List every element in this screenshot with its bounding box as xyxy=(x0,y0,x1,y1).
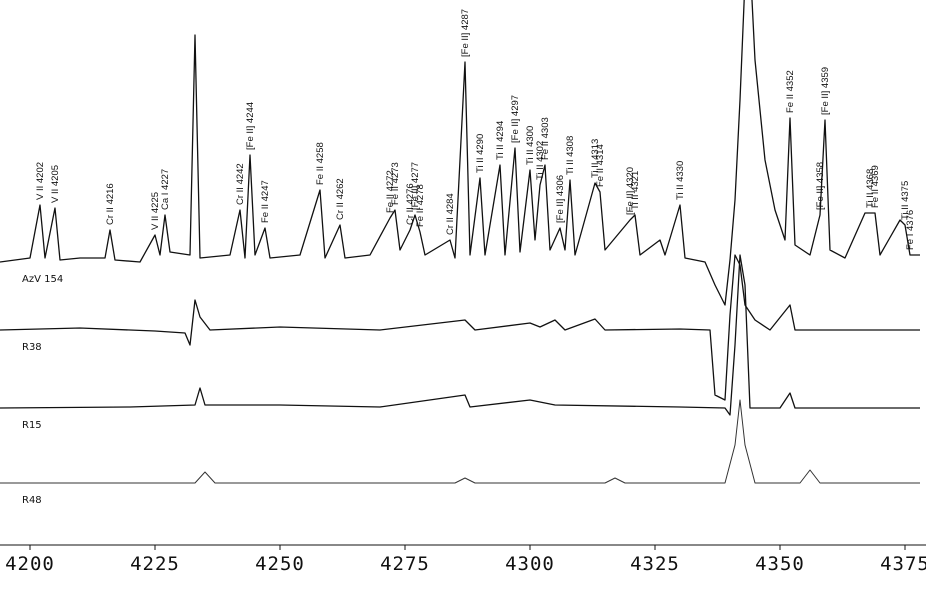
line-label: [Fe II] 4277 xyxy=(410,162,421,210)
x-tick-label: 4200 xyxy=(5,553,55,575)
line-label: Ti II 4300 xyxy=(525,126,536,165)
x-tick-label: 4225 xyxy=(130,553,180,575)
line-label: Ti II 4302 xyxy=(535,141,546,180)
line-label: Ti II 4290 xyxy=(475,134,486,173)
spectrum-line xyxy=(0,254,920,416)
line-label: V II 4225 xyxy=(150,192,161,230)
x-tick-label: 4275 xyxy=(380,553,430,575)
line-label: [Fe II] 4359 xyxy=(820,67,831,115)
line-label: Fe II 4352 xyxy=(785,70,796,113)
line-label: Ti II 4375 xyxy=(900,181,911,220)
line-label: Fe II 4303 xyxy=(540,117,551,160)
line-label: Cr II 4262 xyxy=(335,178,346,220)
line-label: Fe II 4278 xyxy=(415,184,426,227)
line-label: Ti II 4308 xyxy=(565,136,576,175)
line-label: [Fe II] 4306 xyxy=(555,175,566,223)
plot-area xyxy=(0,0,920,484)
line-label: V II 4202 xyxy=(35,162,46,200)
spectrum-line xyxy=(0,0,920,306)
line-label: V II 4205 xyxy=(50,165,61,203)
line-label: Ti II 4313 xyxy=(590,139,601,178)
line-label: [Fe II] 4297 xyxy=(510,95,521,143)
line-label: Fe II 4314 xyxy=(595,144,606,187)
line-label: Fe II 4369 xyxy=(870,165,881,208)
series-label: R38 xyxy=(22,342,42,353)
x-tick-label: 4250 xyxy=(255,553,305,575)
line-label: Ca I 4227 xyxy=(160,169,171,210)
line-label: Cr II 4276 xyxy=(405,183,416,225)
series-label: R15 xyxy=(22,420,42,431)
x-tick-label: 4300 xyxy=(505,553,555,575)
line-label: Fe II 4258 xyxy=(315,142,326,185)
series-label: AzV 154 xyxy=(22,274,63,285)
x-tick-label: 4375 xyxy=(880,553,926,575)
line-label: Fe II 4272 xyxy=(385,170,396,213)
line-label: [Fe II] 4358 xyxy=(815,162,826,210)
line-label: [Fe II] 4244 xyxy=(245,102,256,150)
line-label: Fe II 4273 xyxy=(390,162,401,205)
series-label: R48 xyxy=(22,495,42,506)
spectrum-line xyxy=(0,254,920,401)
spectrum-line xyxy=(0,399,920,484)
x-tick-label: 4350 xyxy=(755,553,805,575)
line-label: Ti II 4368 xyxy=(865,169,876,208)
line-label: Cr II 4284 xyxy=(445,193,456,235)
line-label: Ti II 4330 xyxy=(675,161,686,200)
line-label: Ti II 4321 xyxy=(630,171,641,210)
line-label: Cr II 4216 xyxy=(105,183,116,225)
x-tick-label: 4325 xyxy=(630,553,680,575)
line-label: Fe II 4247 xyxy=(260,180,271,223)
line-label: Fe I 4376 xyxy=(905,210,916,250)
line-label: Ti II 4294 xyxy=(495,121,506,160)
line-label: [Fe II] 4287 xyxy=(460,9,471,57)
line-label: Cr II 4242 xyxy=(235,163,246,205)
line-label: [Fe II] 4320 xyxy=(625,167,636,215)
